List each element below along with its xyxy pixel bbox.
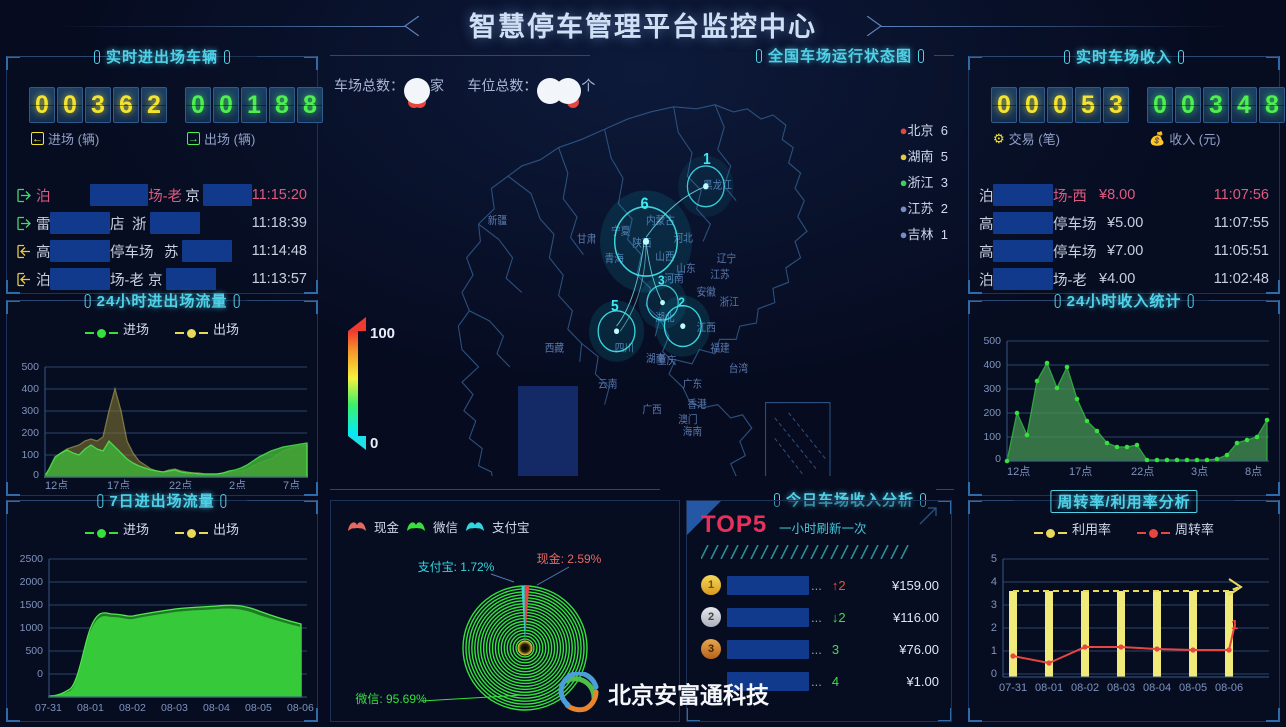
svg-text:现金: 2.59%: 现金: 2.59%	[537, 551, 602, 566]
svg-text:安徽: 安徽	[697, 285, 716, 299]
svg-text:广西: 广西	[642, 403, 661, 416]
svg-text:4: 4	[991, 576, 997, 588]
svg-text:08-05: 08-05	[1179, 682, 1207, 694]
svg-text:1: 1	[991, 645, 997, 657]
svg-text:400: 400	[983, 359, 1001, 371]
svg-text:5: 5	[991, 553, 997, 565]
svg-text:台湾: 台湾	[729, 361, 748, 375]
svg-text:2: 2	[678, 295, 685, 310]
svg-text:微信: 95.69%: 微信: 95.69%	[355, 692, 427, 706]
svg-text:新疆: 新疆	[488, 214, 507, 228]
svg-text:0: 0	[370, 435, 378, 452]
svg-text:08-06: 08-06	[1215, 682, 1243, 694]
svg-text:200: 200	[21, 427, 39, 439]
svg-text:江苏: 江苏	[710, 268, 729, 282]
svg-text:200: 200	[983, 407, 1001, 419]
svg-text:澳门: 澳门	[678, 412, 697, 426]
svg-text:支付宝: 1.72%: 支付宝: 1.72%	[418, 560, 495, 574]
svg-text:8点: 8点	[1245, 465, 1262, 478]
svg-text:西藏: 西藏	[545, 342, 564, 355]
svg-text:22点: 22点	[169, 479, 192, 489]
svg-text:100: 100	[983, 431, 1001, 443]
svg-text:广东: 广东	[683, 377, 702, 391]
svg-text:辽宁: 辽宁	[717, 251, 736, 265]
svg-text:500: 500	[21, 361, 39, 373]
svg-text:17点: 17点	[1069, 465, 1092, 478]
svg-text:0: 0	[37, 668, 43, 680]
svg-text:湖南: 湖南	[646, 351, 665, 365]
svg-text:08-01: 08-01	[1035, 682, 1063, 694]
svg-text:香港: 香港	[687, 398, 706, 411]
svg-text:2点: 2点	[229, 479, 246, 489]
svg-text:08-04: 08-04	[203, 702, 230, 714]
svg-text:400: 400	[21, 383, 39, 395]
svg-text:浙江: 浙江	[720, 296, 739, 309]
svg-text:福建: 福建	[710, 341, 729, 355]
svg-text:1000: 1000	[20, 622, 44, 634]
svg-text:08-03: 08-03	[161, 702, 188, 714]
svg-text:7点: 7点	[283, 479, 300, 489]
svg-text:08-01: 08-01	[77, 702, 104, 714]
svg-text:0: 0	[991, 668, 997, 680]
svg-text:300: 300	[21, 405, 39, 417]
svg-text:08-03: 08-03	[1107, 682, 1135, 694]
svg-text:2: 2	[991, 622, 997, 634]
svg-text:甘肃: 甘肃	[577, 232, 596, 246]
svg-text:12点: 12点	[45, 479, 68, 489]
svg-text:3点: 3点	[1191, 465, 1208, 478]
svg-text:3: 3	[658, 273, 665, 288]
svg-text:5: 5	[611, 298, 619, 315]
svg-text:08-02: 08-02	[119, 702, 146, 714]
svg-text:0: 0	[33, 469, 39, 481]
svg-text:1: 1	[1231, 617, 1238, 632]
svg-text:3: 3	[991, 599, 997, 611]
svg-text:1500: 1500	[20, 599, 44, 611]
svg-text:07-31: 07-31	[35, 702, 62, 714]
svg-text:100: 100	[21, 449, 39, 461]
svg-text:08-06: 08-06	[287, 702, 314, 714]
svg-text:500: 500	[25, 645, 43, 657]
svg-text:07-31: 07-31	[999, 682, 1027, 694]
svg-text:2500: 2500	[20, 553, 44, 565]
svg-text:08-05: 08-05	[245, 702, 272, 714]
svg-text:22点: 22点	[1131, 465, 1154, 478]
svg-text:500: 500	[983, 335, 1001, 347]
svg-text:2000: 2000	[20, 576, 44, 588]
svg-text:0: 0	[995, 453, 1001, 465]
svg-text:17点: 17点	[107, 479, 130, 489]
svg-text:08-02: 08-02	[1071, 682, 1099, 694]
svg-text:12点: 12点	[1007, 465, 1030, 478]
svg-text:1: 1	[703, 151, 711, 168]
svg-text:海南: 海南	[683, 425, 702, 439]
svg-text:云南: 云南	[598, 377, 617, 391]
svg-text:08-04: 08-04	[1143, 682, 1171, 694]
svg-text:6: 6	[640, 195, 649, 213]
svg-text:100: 100	[370, 325, 395, 342]
svg-text:300: 300	[983, 383, 1001, 395]
